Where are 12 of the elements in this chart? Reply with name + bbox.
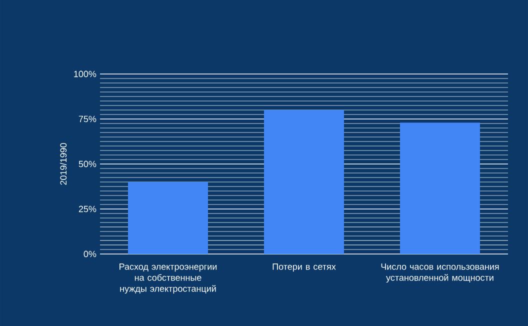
bar (264, 110, 344, 254)
y-tick-label: 75% (78, 116, 96, 122)
bar (128, 182, 208, 254)
y-axis-title: 2019/1990 (60, 143, 67, 185)
y-tick-label: 0% (84, 250, 96, 258)
bar (400, 122, 480, 254)
x-tick-label: Расход электроэнергии на собственные нужды электростанций (120, 264, 217, 294)
y-tick-label: 50% (78, 160, 96, 168)
y-tick-label: 25% (78, 206, 96, 212)
x-tick-label: Число часов использования установленной мощности (381, 264, 499, 283)
x-tick-label: Потери в сетях (272, 264, 336, 272)
y-tick-label: 100% (74, 70, 96, 78)
